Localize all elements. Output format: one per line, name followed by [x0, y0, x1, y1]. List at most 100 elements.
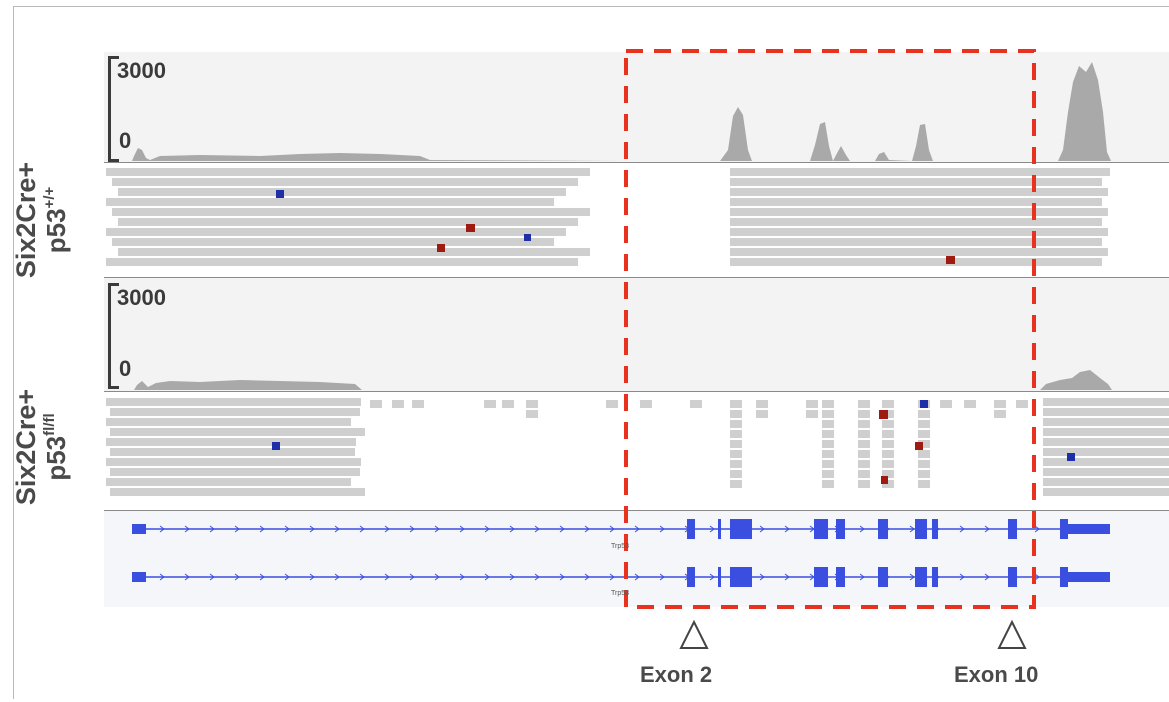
strand-arrow-icon	[859, 573, 865, 581]
strand-arrow-icon	[534, 525, 540, 533]
strand-arrow-icon	[484, 573, 490, 581]
mismatch-mark	[915, 442, 923, 450]
read-row	[112, 238, 554, 246]
read-stack	[730, 460, 742, 468]
read-stack	[730, 420, 742, 428]
strand-arrow-icon	[184, 525, 190, 533]
read-stack	[730, 410, 742, 418]
read-stack	[858, 400, 870, 408]
strand-arrow-icon	[184, 573, 190, 581]
read-row	[106, 418, 351, 426]
read-row	[730, 208, 1108, 216]
exon-block	[1060, 519, 1068, 539]
strand-arrow-icon	[234, 525, 240, 533]
coverage-area-flox	[1040, 370, 1112, 390]
read-row	[730, 178, 1102, 186]
mismatch-mark	[946, 256, 955, 264]
exon-2-label: Exon 2	[640, 662, 713, 687]
read-stack	[918, 470, 930, 478]
read-stack	[858, 440, 870, 448]
read-stack	[940, 400, 952, 408]
strand-arrow-icon	[484, 525, 490, 533]
read-stack	[882, 460, 894, 468]
read-stack	[730, 400, 742, 408]
track-divider	[104, 162, 1169, 163]
read-stack	[858, 470, 870, 478]
strand-arrow-icon	[209, 573, 215, 581]
read-row	[110, 408, 360, 416]
read-stack	[882, 470, 894, 478]
read-row	[118, 218, 578, 226]
read-stack	[806, 410, 818, 418]
exon-block	[1060, 567, 1068, 587]
strand-arrow-icon	[909, 525, 915, 533]
read-row	[118, 248, 590, 256]
exon-block	[932, 567, 938, 587]
strand-arrow-icon	[609, 525, 615, 533]
exon-block	[687, 567, 695, 587]
exon-block	[836, 567, 845, 587]
strand-arrow-icon	[409, 573, 415, 581]
read-stack	[918, 440, 930, 448]
read-stack	[526, 400, 538, 408]
exon-block	[687, 519, 695, 539]
exon-block	[915, 519, 927, 539]
read-stack	[858, 430, 870, 438]
read-stack	[822, 470, 834, 478]
read-row	[1043, 458, 1169, 466]
strand-arrow-icon	[259, 573, 265, 581]
read-row	[112, 178, 578, 186]
strand-arrow-icon	[659, 573, 665, 581]
coverage-track-flox	[104, 278, 1169, 391]
exon-block	[718, 519, 721, 539]
strand-arrow-icon	[634, 525, 640, 533]
read-stack	[730, 450, 742, 458]
mismatch-mark	[879, 410, 888, 419]
read-row	[1070, 168, 1110, 176]
read-stack	[526, 410, 538, 418]
read-stack	[918, 460, 930, 468]
track-divider	[104, 277, 1169, 278]
read-row	[106, 458, 361, 466]
strand-arrow-icon	[1034, 573, 1040, 581]
scale-min-label: 0	[119, 128, 132, 153]
strand-arrow-icon	[384, 573, 390, 581]
strand-arrow-icon	[709, 525, 715, 533]
exon-deletion-highlight-box	[624, 49, 1036, 609]
strand-arrow-icon	[259, 525, 265, 533]
read-stack	[484, 400, 496, 408]
strand-arrow-icon	[409, 525, 415, 533]
read-row	[106, 168, 590, 176]
exon-block	[1008, 567, 1017, 587]
read-stack	[822, 460, 834, 468]
strand-arrow-icon	[609, 573, 615, 581]
read-stack	[606, 400, 618, 408]
exon-block	[730, 519, 752, 539]
read-stack	[822, 410, 834, 418]
mismatch-mark	[437, 244, 445, 252]
strand-arrow-icon	[309, 525, 315, 533]
read-stack	[822, 480, 834, 488]
exon-block	[1060, 524, 1110, 534]
read-row	[1043, 428, 1169, 436]
mismatch-mark	[920, 400, 928, 408]
strand-arrow-icon	[784, 573, 790, 581]
read-row	[110, 428, 365, 436]
exon-block	[915, 567, 927, 587]
read-row	[730, 188, 1108, 196]
mismatch-mark	[466, 224, 475, 232]
strand-arrow-icon	[984, 525, 990, 533]
read-row	[730, 258, 1102, 266]
exon-block	[814, 567, 828, 587]
gene-name-label: Trp53	[611, 590, 630, 597]
scale-max-label: 3000	[117, 285, 166, 310]
read-stack	[730, 470, 742, 478]
strand-arrow-icon	[209, 525, 215, 533]
read-stack	[392, 400, 404, 408]
read-stack	[730, 430, 742, 438]
read-row	[106, 258, 578, 266]
strand-arrow-icon	[859, 525, 865, 533]
strand-arrow-icon	[559, 525, 565, 533]
read-row	[730, 168, 1108, 176]
mismatch-mark	[272, 442, 280, 450]
